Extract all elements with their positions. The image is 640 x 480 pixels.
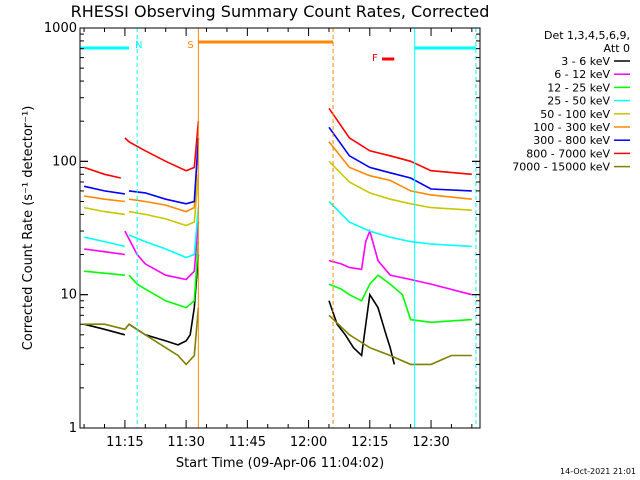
y-tick-label: 100 — [52, 154, 77, 169]
y-axis-label: Corrected Count Rate (s⁻¹ detector⁻¹) — [21, 106, 36, 351]
series-8-segment-0 — [84, 307, 200, 366]
series-5-segment-1 — [128, 141, 200, 213]
series-0-segment-2 — [328, 292, 396, 365]
series-7-segment-1 — [124, 121, 200, 172]
marker-S: S — [187, 28, 334, 428]
y-tick-label: 10 — [60, 288, 77, 303]
series-4-segment-2 — [328, 160, 472, 211]
marker-N-label: N — [135, 40, 142, 51]
series-6-segment-1 — [128, 137, 200, 205]
x-tick-label: 12:30 — [412, 435, 449, 450]
series-0-segment-1 — [128, 254, 200, 346]
x-axis: 11:15 11:30 11:45 12:00 12:15 12:30 — [83, 28, 473, 450]
plot-frame — [79, 27, 481, 429]
series-8-segment-1 — [328, 314, 472, 366]
legend-label: 7000 - 15000 keV — [512, 161, 610, 174]
legend-label: 12 - 25 keV — [547, 81, 610, 94]
series-1-segment-0 — [83, 248, 126, 256]
marker-F-label: F — [372, 53, 378, 64]
series-3-segment-2 — [328, 200, 472, 248]
x-tick-label: 12:15 — [351, 435, 388, 450]
legend-label: 3 - 6 keV — [561, 55, 610, 68]
observing-markers: N S F — [79, 28, 477, 428]
series-7-segment-0 — [83, 166, 121, 179]
marker-S-label: S — [187, 40, 193, 51]
y-tick-label: 1000 — [44, 21, 77, 36]
series-5-segment-0 — [83, 195, 125, 203]
series-2-segment-0 — [84, 270, 125, 276]
x-tick-label: 11:15 — [106, 435, 143, 450]
legend-header-line2: Att 0 — [604, 42, 630, 55]
series-3-segment-1 — [128, 207, 200, 259]
x-tick-label: 11:45 — [229, 435, 266, 450]
series-6-segment-2 — [328, 126, 472, 192]
legend-label: 50 - 100 keV — [540, 108, 610, 121]
series-2-segment-2 — [328, 274, 472, 324]
series-7 — [83, 107, 472, 179]
series-5 — [83, 141, 472, 213]
series-2 — [84, 241, 472, 324]
marker-N: N — [79, 28, 477, 428]
legend-label: 300 - 800 keV — [533, 134, 610, 147]
series-1-segment-2 — [328, 228, 473, 296]
y-axis: 1 10 100 1000 — [44, 21, 480, 436]
series-2-segment-1 — [128, 241, 200, 309]
legend-label: 800 - 7000 keV — [526, 147, 610, 160]
x-tick-label: 11:30 — [167, 435, 204, 450]
series-7-segment-2 — [328, 107, 472, 176]
series-1-segment-1 — [124, 222, 200, 281]
legend-label: 25 - 50 keV — [547, 95, 610, 108]
y-tick-label: 1 — [69, 421, 77, 436]
series-0-segment-0 — [83, 323, 126, 336]
marker-F: F — [372, 53, 395, 64]
series-5-segment-2 — [328, 141, 472, 200]
series-6-segment-0 — [83, 185, 126, 195]
series-4 — [83, 160, 472, 227]
series-6 — [83, 126, 472, 205]
legend-label: 100 - 300 keV — [533, 121, 610, 134]
x-tick-label: 12:00 — [290, 435, 327, 450]
series-traces — [83, 107, 473, 366]
series-0 — [83, 254, 396, 365]
series-1 — [83, 222, 473, 296]
legend-header-line1: Det 1,3,4,5,6,9, — [544, 29, 630, 42]
series-8 — [84, 307, 472, 366]
footer-timestamp: 14-Oct-2021 21:01 — [560, 467, 636, 476]
x-axis-label: Start Time (09-Apr-06 11:04:02) — [176, 456, 384, 471]
series-3-segment-0 — [83, 236, 126, 248]
series-4-segment-0 — [83, 206, 126, 216]
legend-label: 6 - 12 keV — [554, 68, 610, 81]
series-3 — [83, 200, 472, 259]
chart-title: RHESSI Observing Summary Count Rates, Co… — [71, 2, 490, 21]
series-4-segment-1 — [128, 174, 200, 227]
